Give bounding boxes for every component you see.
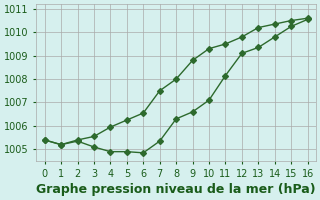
X-axis label: Graphe pression niveau de la mer (hPa): Graphe pression niveau de la mer (hPa) [36, 183, 316, 196]
